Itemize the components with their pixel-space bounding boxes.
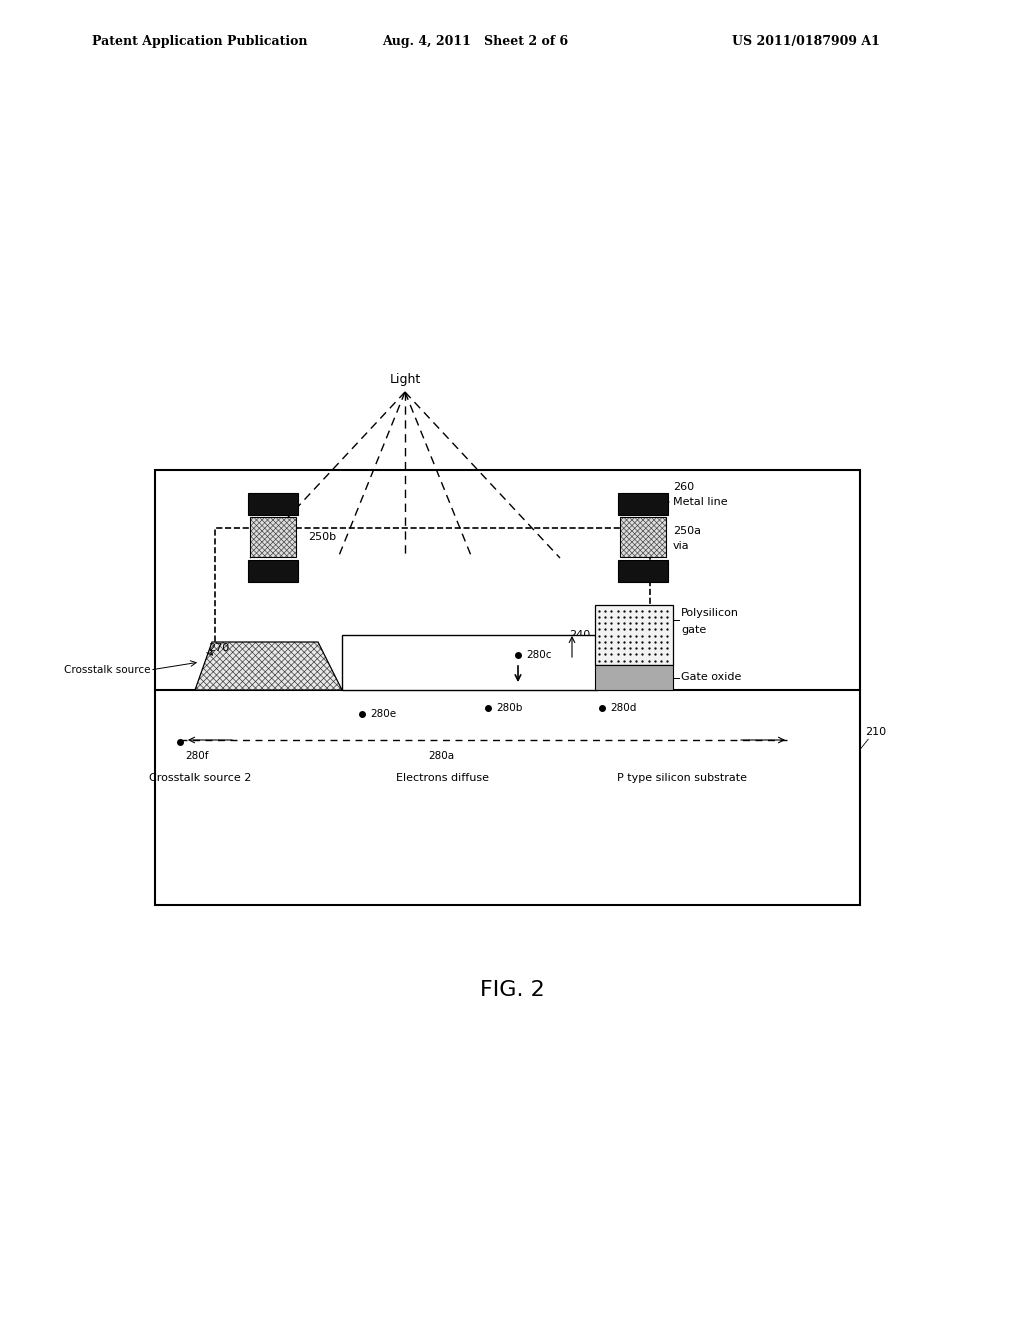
Text: Light: Light [389, 374, 421, 385]
Text: Electrons diffuse: Electrons diffuse [395, 774, 488, 783]
Text: Gate oxide: Gate oxide [681, 672, 741, 682]
Text: 280d: 280d [610, 704, 636, 713]
Bar [595, 605, 673, 665]
Text: 280c: 280c [526, 649, 552, 660]
Text: Polysilicon: Polysilicon [681, 609, 739, 618]
Text: Aug. 4, 2011   Sheet 2 of 6: Aug. 4, 2011 Sheet 2 of 6 [382, 36, 568, 48]
Text: 280f: 280f [185, 751, 209, 762]
Bar [248, 560, 298, 582]
Bar [342, 635, 597, 690]
Text: Metal line: Metal line [673, 498, 728, 507]
Bar [250, 517, 296, 557]
Bar [620, 517, 666, 557]
Text: 250a: 250a [673, 525, 701, 536]
Bar [248, 492, 298, 515]
Text: FIG. 2: FIG. 2 [479, 979, 545, 1001]
Text: 280e: 280e [370, 709, 396, 719]
Text: gate: gate [681, 624, 707, 635]
Text: 250b: 250b [308, 532, 336, 543]
Text: 260: 260 [673, 482, 694, 492]
Text: via: via [673, 541, 689, 550]
Bar [215, 528, 650, 690]
Text: 210: 210 [865, 727, 886, 737]
Polygon shape [195, 642, 342, 690]
Text: 280b: 280b [496, 704, 522, 713]
Bar [155, 470, 860, 906]
Text: 280a: 280a [428, 751, 454, 762]
Bar [618, 492, 668, 515]
Text: Crosstalk source 2: Crosstalk source 2 [148, 774, 251, 783]
Text: US 2011/0187909 A1: US 2011/0187909 A1 [732, 36, 880, 48]
Text: P type silicon substrate: P type silicon substrate [617, 774, 746, 783]
Text: 230: 230 [650, 626, 671, 636]
Text: 220: 220 [650, 606, 672, 616]
Text: 240: 240 [568, 630, 590, 640]
Bar [595, 665, 673, 690]
Text: 270: 270 [208, 643, 229, 653]
Text: Patent Application Publication: Patent Application Publication [92, 36, 307, 48]
Bar [618, 560, 668, 582]
Text: Crosstalk source: Crosstalk source [63, 665, 150, 675]
